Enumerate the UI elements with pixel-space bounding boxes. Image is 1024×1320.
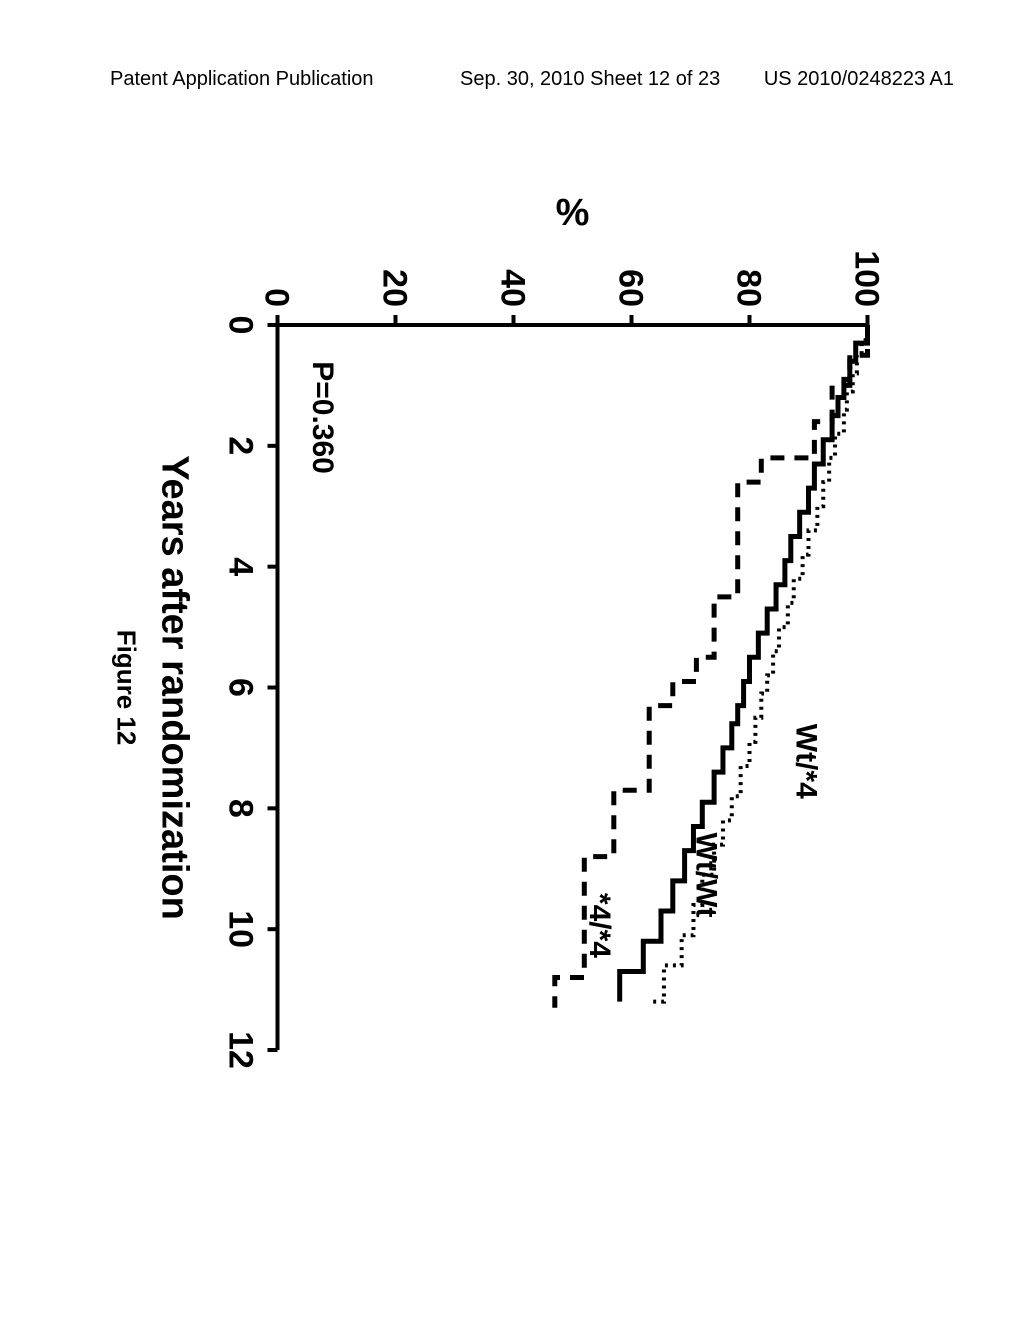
publication-label: Patent Application Publication (110, 68, 374, 91)
y-tick-label: 60 (612, 269, 650, 307)
x-tick-label: 8 (222, 799, 260, 818)
rotated-chart: 0 2 4 6 8 10 12 0 20 40 60 80 100 Years after randomi… (103, 180, 888, 1080)
x-tick-label: 4 (222, 557, 260, 576)
series-wt_wt (620, 325, 868, 1002)
x-tick-label: 10 (222, 910, 260, 948)
x-tick-label: 12 (222, 1031, 260, 1069)
chart-container: 0 2 4 6 8 10 12 0 20 40 60 80 100 Years after randomi… (70, 180, 920, 1080)
figure-caption: Figure 12 (112, 630, 142, 746)
x-axis-label: Years after randomization (154, 455, 196, 920)
y-tick-label: 100 (848, 250, 886, 307)
y-tick-label: 40 (494, 269, 532, 307)
patent-number-label: US 2010/0248223 A1 (764, 68, 954, 91)
date-sheet-label: Sep. 30, 2010 Sheet 12 of 23 (460, 68, 720, 91)
series-wt_star4 (649, 325, 867, 1002)
x-tick-label: 0 (222, 316, 260, 335)
annotation: P=0.360 (306, 361, 339, 474)
y-tick-label: 80 (730, 269, 768, 307)
y-tick-label: 0 (258, 288, 296, 307)
y-tick-label: 20 (376, 269, 414, 307)
y-axis-label: % (556, 192, 590, 234)
survival-chart: 0 2 4 6 8 10 12 0 20 40 60 80 100 Years after randomi… (108, 180, 888, 1080)
annotation: Wt/Wt (689, 833, 722, 918)
x-tick-label: 6 (222, 678, 260, 697)
x-tick-label: 2 (222, 436, 260, 455)
annotation: Wt/*4 (790, 724, 823, 799)
annotation: *4/*4 (583, 893, 616, 958)
